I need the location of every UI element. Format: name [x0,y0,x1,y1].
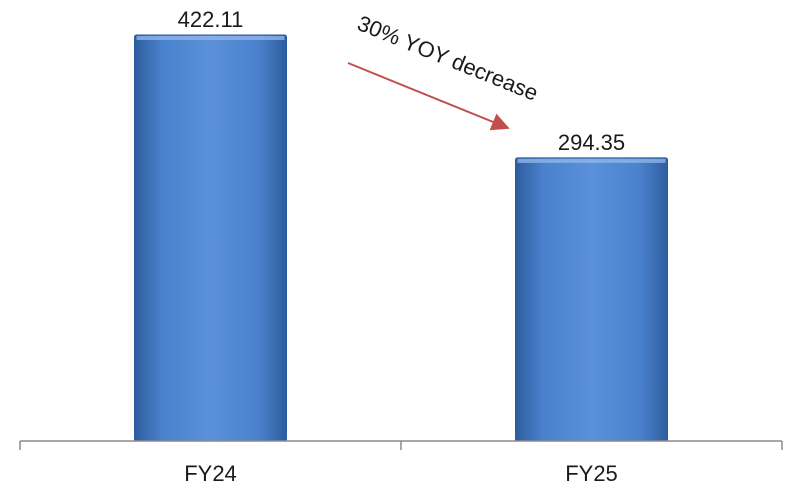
data-label: 422.11 [178,7,244,32]
bar-series [134,34,668,442]
trend-arrow [347,62,510,131]
bar-fy24 [134,34,287,442]
x-tick-label: FY24 [184,461,237,486]
bar-fy25 [515,157,668,442]
x-axis-tick-labels: FY24 FY25 [184,461,618,486]
bar-highlight [136,36,285,40]
data-label: 294.35 [558,130,625,155]
annotation-label: 30% YOY decrease [354,10,542,105]
data-labels: 422.11 294.35 [178,7,625,155]
x-tick-label: FY25 [565,461,618,486]
bar-highlight [517,158,666,163]
x-axis-ticks [19,441,783,450]
